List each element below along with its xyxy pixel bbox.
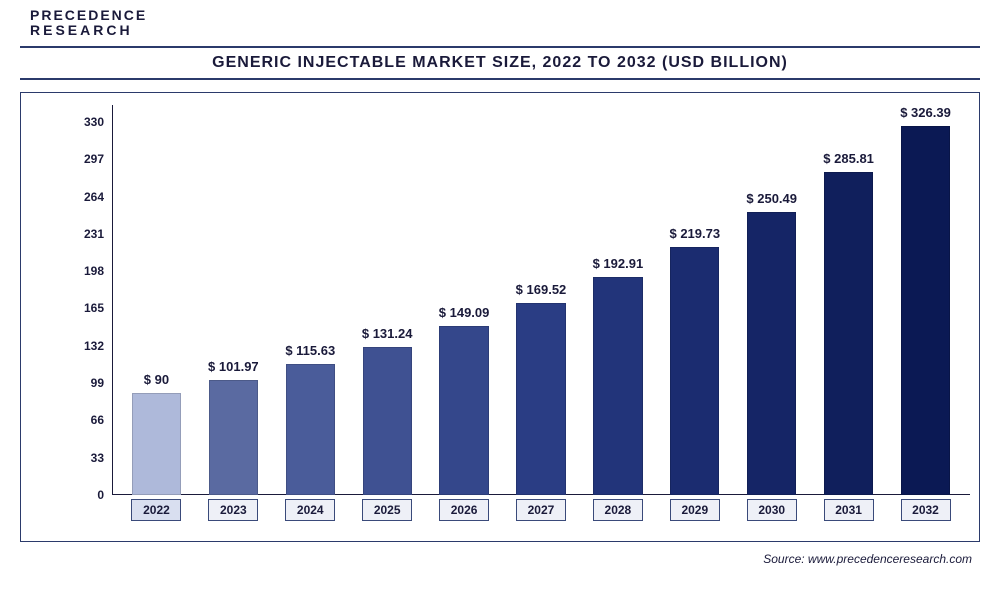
x-label: 2030 (747, 499, 797, 521)
y-tick: 330 (70, 115, 108, 129)
bar-col: $ 90 (118, 105, 195, 495)
x-label: 2023 (208, 499, 258, 521)
y-tick: 0 (70, 488, 108, 502)
x-label-wrap: 2023 (195, 499, 272, 525)
y-tick: 231 (70, 227, 108, 241)
x-label: 2029 (670, 499, 720, 521)
x-label: 2032 (901, 499, 951, 521)
logo-line2: RESEARCH (30, 23, 147, 38)
x-label-wrap: 2030 (733, 499, 810, 525)
y-axis: 0336699132165198231264297330 (70, 105, 108, 495)
y-tick: 297 (70, 152, 108, 166)
x-label: 2024 (285, 499, 335, 521)
bar-col: $ 326.39 (887, 105, 964, 495)
x-label-wrap: 2029 (656, 499, 733, 525)
bar (901, 126, 950, 495)
x-label-wrap: 2025 (349, 499, 426, 525)
y-tick: 165 (70, 301, 108, 315)
x-axis: 2022 2023 2024 2025 2026 2027 2028 2029 2030 2031… (112, 499, 970, 525)
bar-col: $ 192.91 (579, 105, 656, 495)
bar (439, 326, 488, 495)
bar-col: $ 219.73 (656, 105, 733, 495)
y-tick: 66 (70, 413, 108, 427)
y-tick: 198 (70, 264, 108, 278)
bar (209, 380, 258, 495)
bar (747, 212, 796, 495)
x-label: 2026 (439, 499, 489, 521)
bar-col: $ 169.52 (503, 105, 580, 495)
chart-title: GENERIC INJECTABLE MARKET SIZE, 2022 TO … (20, 54, 980, 72)
x-label-wrap: 2026 (426, 499, 503, 525)
bar-col: $ 115.63 (272, 105, 349, 495)
bar (286, 364, 335, 495)
x-label-wrap: 2031 (810, 499, 887, 525)
x-label: 2028 (593, 499, 643, 521)
bar (363, 347, 412, 495)
y-tick: 33 (70, 451, 108, 465)
bar (670, 247, 719, 495)
logo-line1: PRECEDENCE (30, 8, 147, 23)
bars-container: $ 90$ 101.97$ 115.63$ 131.24$ 149.09$ 16… (112, 105, 970, 495)
x-label: 2027 (516, 499, 566, 521)
bar-col: $ 149.09 (426, 105, 503, 495)
source-text: Source: www.precedenceresearch.com (763, 552, 972, 566)
x-label-wrap: 2024 (272, 499, 349, 525)
bar (516, 303, 565, 495)
bar-value-label: $ 326.39 (866, 105, 986, 120)
bar-chart: 0336699132165198231264297330 $ 90$ 101.9… (70, 105, 970, 525)
x-label: 2025 (362, 499, 412, 521)
x-label-wrap: 2028 (579, 499, 656, 525)
x-label-wrap: 2027 (503, 499, 580, 525)
y-tick: 264 (70, 190, 108, 204)
x-label-wrap: 2022 (118, 499, 195, 525)
bar (132, 393, 181, 495)
brand-logo: PRECEDENCE RESEARCH (30, 8, 147, 37)
x-label: 2022 (131, 499, 181, 521)
title-bar: GENERIC INJECTABLE MARKET SIZE, 2022 TO … (20, 46, 980, 80)
x-label-wrap: 2032 (887, 499, 964, 525)
bar (593, 277, 642, 495)
y-tick: 132 (70, 339, 108, 353)
bar-col: $ 285.81 (810, 105, 887, 495)
bar-col: $ 101.97 (195, 105, 272, 495)
x-label: 2031 (824, 499, 874, 521)
bar (824, 172, 873, 495)
bar-col: $ 131.24 (349, 105, 426, 495)
